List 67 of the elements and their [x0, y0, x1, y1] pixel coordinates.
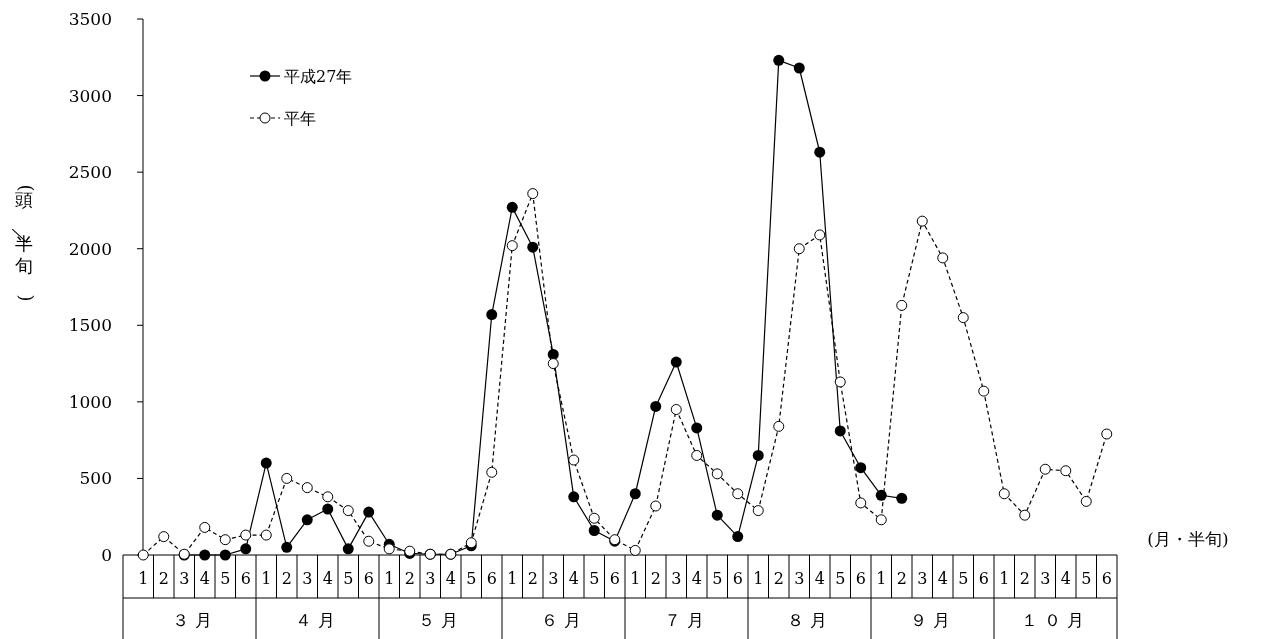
- x-tick-label: 1: [876, 569, 887, 588]
- y-tick-label: 2000: [68, 238, 112, 259]
- text: ７月: [663, 610, 710, 630]
- x-tick-label: 6: [732, 569, 743, 588]
- text: ８月: [786, 610, 833, 630]
- text: ４月: [294, 610, 341, 630]
- text: ３月: [171, 610, 218, 630]
- x-tick-label: 6: [1101, 569, 1112, 588]
- x-tick-label: 4: [199, 569, 210, 588]
- x-axis-title: (月・半旬): [1147, 529, 1229, 549]
- x-tick-label: 5: [835, 569, 846, 588]
- y-tick-label: 3000: [68, 85, 112, 106]
- text: ９月: [909, 610, 956, 630]
- x-tick-label: 6: [609, 569, 620, 588]
- x-tick-label: 3: [671, 569, 682, 588]
- x-tick-label: 6: [363, 569, 374, 588]
- text: １０月: [1021, 610, 1090, 630]
- x-tick-label: 1: [261, 569, 272, 588]
- y-tick-label: 1500: [68, 315, 112, 336]
- text: ５月: [417, 610, 464, 630]
- y-tick-label: 1000: [68, 391, 112, 412]
- x-tick-label: 5: [958, 569, 969, 588]
- x-tick-label: 6: [486, 569, 497, 588]
- x-tick-label: 1: [753, 569, 764, 588]
- x-tick-label: 1: [138, 569, 149, 588]
- x-tick-label: 1: [630, 569, 641, 588]
- x-tick-label: 2: [650, 569, 661, 588]
- x-tick-label: 2: [896, 569, 907, 588]
- x-tick-label: 2: [1019, 569, 1030, 588]
- x-tick-label: 4: [814, 569, 825, 588]
- x-tick-label: 3: [548, 569, 559, 588]
- x-tick-label: 3: [179, 569, 190, 588]
- y-tick-label: 500: [79, 468, 112, 489]
- x-tick-label: 5: [343, 569, 354, 588]
- x-tick-label: 6: [240, 569, 251, 588]
- x-tick-label: 6: [978, 569, 989, 588]
- legend-label: 平年: [284, 109, 316, 128]
- y-tick-label: 3500: [68, 9, 112, 29]
- x-tick-label: 4: [445, 569, 456, 588]
- x-tick-label: 1: [507, 569, 518, 588]
- x-tick-label: 2: [773, 569, 784, 588]
- x-tick-label: 2: [158, 569, 169, 588]
- legend-label: 平成27年: [284, 67, 353, 86]
- x-tick-label: 5: [466, 569, 477, 588]
- x-tick-label: 5: [1081, 569, 1092, 588]
- x-tick-label: 4: [322, 569, 333, 588]
- x-tick-label: 1: [999, 569, 1010, 588]
- x-tick-label: 3: [917, 569, 928, 588]
- x-tick-label: 4: [691, 569, 702, 588]
- x-tick-label: 1: [384, 569, 395, 588]
- x-tick-label: 3: [302, 569, 313, 588]
- x-tick-label: 2: [527, 569, 538, 588]
- x-tick-label: 4: [937, 569, 948, 588]
- x-tick-label: 5: [712, 569, 723, 588]
- x-tick-label: 5: [589, 569, 600, 588]
- x-tick-label: 4: [1060, 569, 1071, 588]
- x-tick-label: 4: [568, 569, 579, 588]
- x-tick-label: 3: [794, 569, 805, 588]
- x-tick-label: 3: [425, 569, 436, 588]
- x-tick-label: 5: [220, 569, 231, 588]
- x-tick-label: 2: [404, 569, 415, 588]
- x-tick-label: 3: [1040, 569, 1051, 588]
- y-tick-label: 0: [101, 545, 112, 565]
- x-tick-label: 6: [855, 569, 866, 588]
- text: ６月: [540, 610, 587, 630]
- x-tick-label: 2: [281, 569, 292, 588]
- y-tick-label: 2500: [68, 162, 112, 183]
